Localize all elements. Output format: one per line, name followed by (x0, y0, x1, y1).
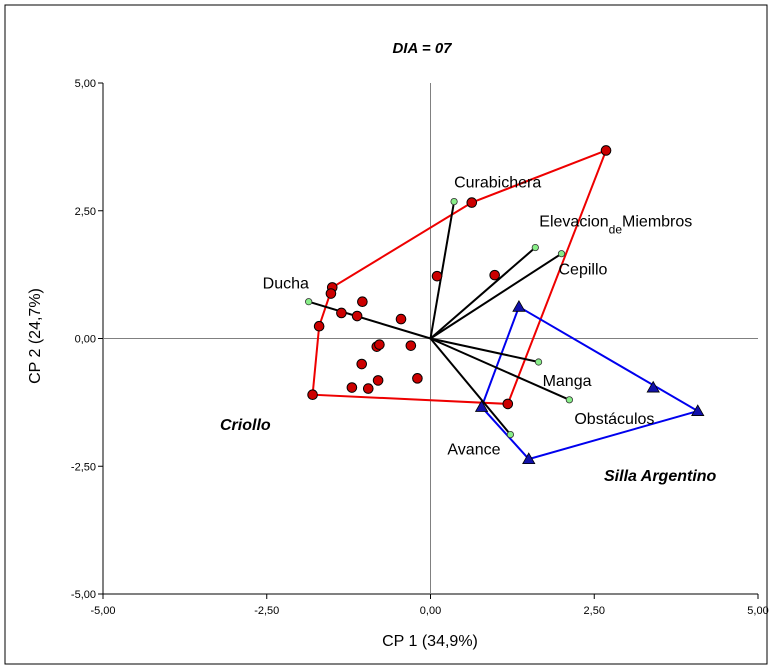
loading-vector (429, 252, 563, 340)
vector-label: Obstáculos (574, 411, 654, 428)
data-point-criollo (307, 389, 318, 401)
y-tick-label: 2,50 (75, 206, 96, 218)
data-point-criollo (502, 398, 514, 410)
data-point-criollo (466, 197, 478, 208)
data-point-criollo (431, 270, 443, 282)
data-point-criollo (372, 375, 384, 386)
group-points (307, 145, 705, 464)
vector-label: Cepillo (559, 262, 608, 279)
loading-vector (429, 337, 512, 436)
vector-tip-marker (534, 358, 543, 366)
loading-vector (430, 337, 539, 363)
data-point-criollo (313, 320, 325, 332)
y-tick-label: -2,50 (71, 461, 96, 473)
group-label: Silla Argentino (604, 468, 717, 485)
data-point-criollo (336, 307, 347, 319)
loading-vector (430, 337, 570, 401)
group-label: Criollo (220, 417, 271, 434)
loading-vector (429, 201, 456, 339)
y-tick-label: 0,00 (75, 334, 96, 346)
x-tick-label: -2,50 (254, 605, 279, 617)
chart-title: DIA = 07 (392, 40, 452, 57)
data-point-criollo (374, 339, 385, 350)
loading-vectors (305, 197, 573, 439)
vector-label: Curabichera (454, 175, 541, 192)
data-point-criollo (346, 382, 358, 393)
data-point-criollo (412, 373, 423, 384)
x-tick-label: 2,50 (584, 605, 605, 617)
vector-label: Avance (447, 442, 500, 459)
data-point-criollo (357, 296, 368, 308)
data-point-criollo (600, 145, 612, 156)
vector-tip-marker (531, 243, 539, 252)
vector-tip-marker (565, 396, 573, 404)
vector-tip-marker (506, 430, 515, 439)
x-ticks: -5,00 -2,50 0,00 2,50 5,00 (90, 605, 768, 617)
vector-label: Manga (543, 373, 592, 390)
y-ticks: 5,00 2,50 0,00 -2,50 -5,00 (71, 78, 96, 601)
vector-tip-marker (557, 250, 566, 258)
vector-label: Ducha (263, 276, 309, 293)
loading-vector (308, 300, 431, 340)
data-point-criollo (356, 358, 368, 370)
chart-border (4, 4, 768, 665)
data-point-criollo (405, 340, 417, 351)
x-tick-label: -5,00 (90, 605, 115, 617)
data-point-criollo (395, 313, 407, 325)
y-tick-label: -5,00 (71, 589, 96, 601)
data-point-criollo (351, 310, 363, 322)
data-point-silla-argentino (646, 380, 660, 393)
data-point-silla-argentino (474, 400, 489, 412)
vector-tip-marker (450, 197, 458, 206)
group-labels: Criollo Silla Argentino (220, 417, 717, 485)
data-point-criollo (489, 269, 500, 281)
y-tick-label: 5,00 (75, 78, 96, 90)
vector-tip-marker (305, 298, 313, 306)
data-point-criollo (325, 288, 337, 299)
data-point-silla-argentino (522, 452, 536, 464)
x-tick-label: 0,00 (420, 605, 441, 617)
loading-vector (429, 246, 536, 340)
x-axis-label: CP 1 (34,9%) (382, 633, 478, 650)
y-axis-label: CP 2 (24,7%) (27, 288, 44, 384)
x-tick-label: 5,00 (747, 605, 768, 617)
data-point-criollo (362, 383, 374, 394)
vector-labels: CurabicheraElevaciondeMiembrosCepilloDuc… (263, 175, 693, 459)
data-point-silla-argentino (691, 404, 705, 416)
data-point-silla-argentino (512, 300, 526, 312)
